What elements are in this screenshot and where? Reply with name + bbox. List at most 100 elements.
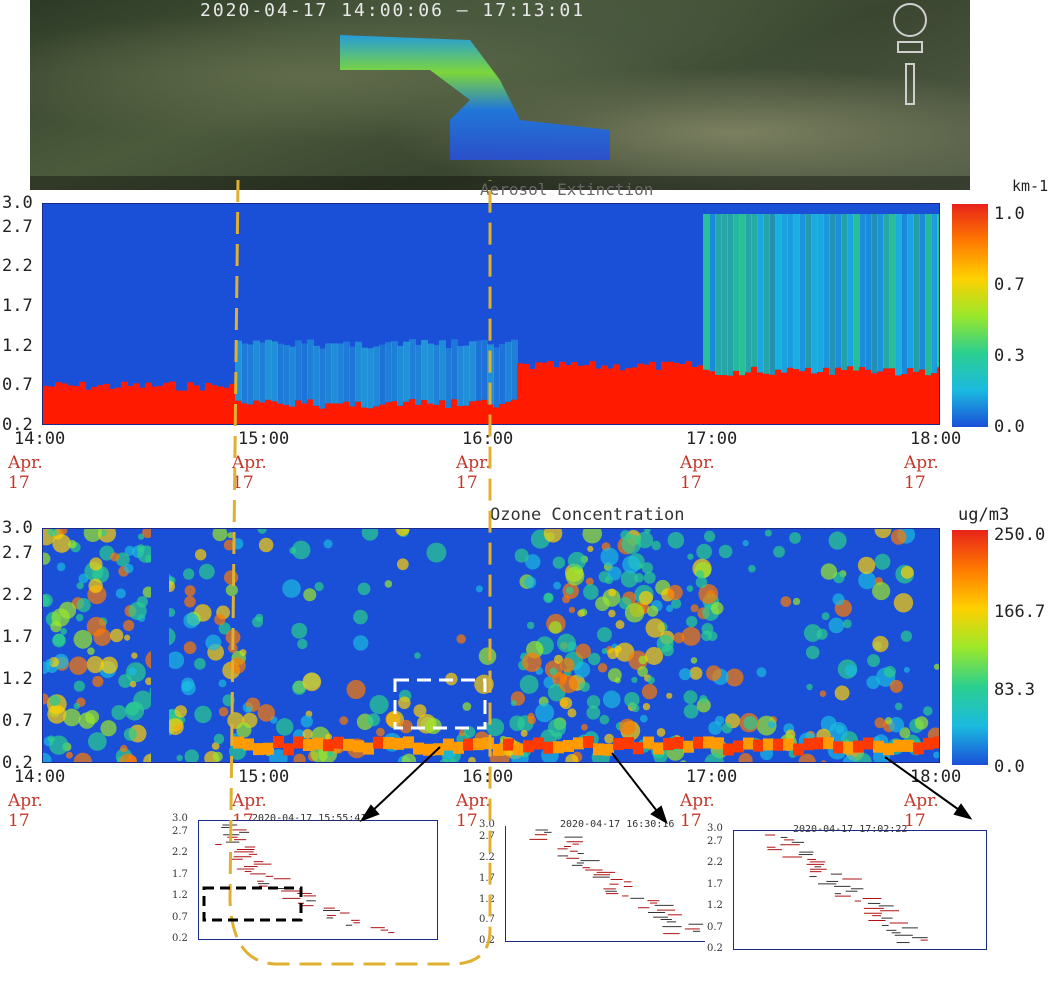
ozone-cell: [828, 531, 847, 550]
ozone-cell: [131, 652, 138, 659]
ozone-cell: [213, 733, 225, 745]
extinction-column: [769, 214, 776, 375]
extinction-column: [397, 405, 404, 424]
ozone-cell: [353, 740, 364, 753]
extinction-column: [55, 382, 62, 424]
extinction-column: [259, 342, 266, 403]
missing-data-stripe: [151, 529, 169, 762]
extinction-column: [463, 345, 470, 406]
ozone-cell: [666, 604, 674, 613]
extinction-column: [367, 408, 374, 424]
ozone-cell: [225, 584, 238, 597]
ozone-cell: [100, 656, 118, 674]
y-tick-label: 1.2: [2, 669, 33, 690]
extinction-column: [703, 369, 710, 424]
ozone-cell: [872, 635, 889, 653]
ozone-colorbar-unit: ug/m3: [958, 505, 1010, 525]
ozone-cell: [535, 703, 555, 723]
ozone-cell: [792, 597, 801, 606]
ozone-cell: [367, 713, 381, 727]
ozone-cell: [303, 739, 314, 752]
ozone-cell: [313, 737, 324, 750]
extinction-column: [253, 340, 260, 401]
extinction-column: [787, 214, 794, 368]
y-tick-label: 2.2: [2, 256, 33, 277]
extinction-column: [775, 369, 782, 424]
extinction-column: [835, 214, 842, 368]
ozone-cell: [223, 539, 235, 551]
ozone-cell: [698, 584, 719, 604]
extinction-column: [853, 214, 860, 371]
extinction-column: [349, 406, 356, 424]
extinction-column: [313, 405, 320, 424]
aerosol-title: Aerosol Extinction: [480, 180, 654, 199]
ozone-cell: [174, 705, 188, 718]
mini-y-tick-label: 0.7: [479, 914, 495, 926]
extinction-column: [625, 368, 632, 424]
extinction-column: [553, 367, 560, 424]
ozone-cell: [75, 613, 84, 622]
y-tick-label: 1.7: [2, 627, 33, 648]
ozone-cell: [527, 715, 536, 725]
ozone-cell: [923, 737, 934, 750]
extinction-column: [511, 399, 518, 424]
ozone-cell: [667, 531, 685, 549]
ozone-cell: [696, 543, 713, 560]
ozone-cell: [212, 751, 223, 762]
mini-y-tick-label: 2.2: [172, 847, 188, 859]
ozone-cell: [706, 665, 722, 681]
mini-y-tick-label: 1.2: [479, 893, 495, 905]
ozone-cell: [68, 539, 77, 549]
ozone-cell: [568, 606, 576, 613]
ozone-cell: [834, 685, 850, 701]
extinction-column: [385, 342, 392, 403]
extinction-column: [331, 403, 338, 424]
ozone-cell: [689, 666, 703, 680]
ozone-cell: [933, 663, 939, 670]
extinction-column: [361, 407, 368, 424]
extinction-column: [577, 365, 584, 424]
ozone-cell: [641, 562, 654, 574]
extinction-column: [247, 344, 254, 405]
ozone-cell: [544, 592, 554, 602]
ozone-cell: [297, 638, 308, 650]
mini-y-tick-label: 3.0: [707, 823, 723, 834]
extinction-column: [91, 386, 98, 424]
ozone-cell: [890, 529, 907, 545]
ozone-cell: [214, 614, 226, 626]
ozone-cell: [142, 529, 153, 539]
extinction-column: [403, 341, 410, 402]
extinction-column: [439, 340, 446, 401]
ozone-cell: [252, 616, 264, 628]
ozone-cell: [844, 664, 857, 677]
ozone-cell: [483, 737, 494, 750]
profile-plot-1-title: 2020-04-17 15:55:41: [252, 813, 367, 824]
extinction-column: [763, 214, 770, 374]
ozone-cell: [225, 629, 241, 645]
x-date-label: Apr. 17: [8, 453, 43, 493]
mini-y-tick-label: 2.2: [707, 857, 723, 869]
ozone-cell: [166, 718, 184, 736]
ozone-cell: [843, 741, 854, 754]
ozone-cell: [510, 699, 517, 707]
ozone-cell: [549, 621, 562, 634]
extinction-column: [937, 214, 939, 368]
aerosol-colorbar: [952, 204, 988, 427]
extinction-column: [529, 368, 536, 424]
extinction-column: [241, 343, 248, 404]
ozone-cell: [559, 673, 568, 682]
ozone-cell: [183, 568, 195, 580]
ozone-cell: [599, 714, 610, 725]
ozone-cell: [622, 555, 641, 574]
ozone-cell: [857, 556, 876, 575]
ozone-cell: [619, 718, 636, 736]
ozone-cell: [443, 738, 454, 751]
extinction-column: [565, 365, 572, 424]
ozone-cell: [743, 715, 758, 730]
extinction-column: [499, 343, 506, 404]
ozone-cell: [639, 714, 648, 723]
extinction-column: [325, 343, 332, 404]
ozone-cell: [903, 739, 914, 752]
extinction-column: [511, 339, 518, 400]
ozone-cell: [73, 629, 93, 649]
